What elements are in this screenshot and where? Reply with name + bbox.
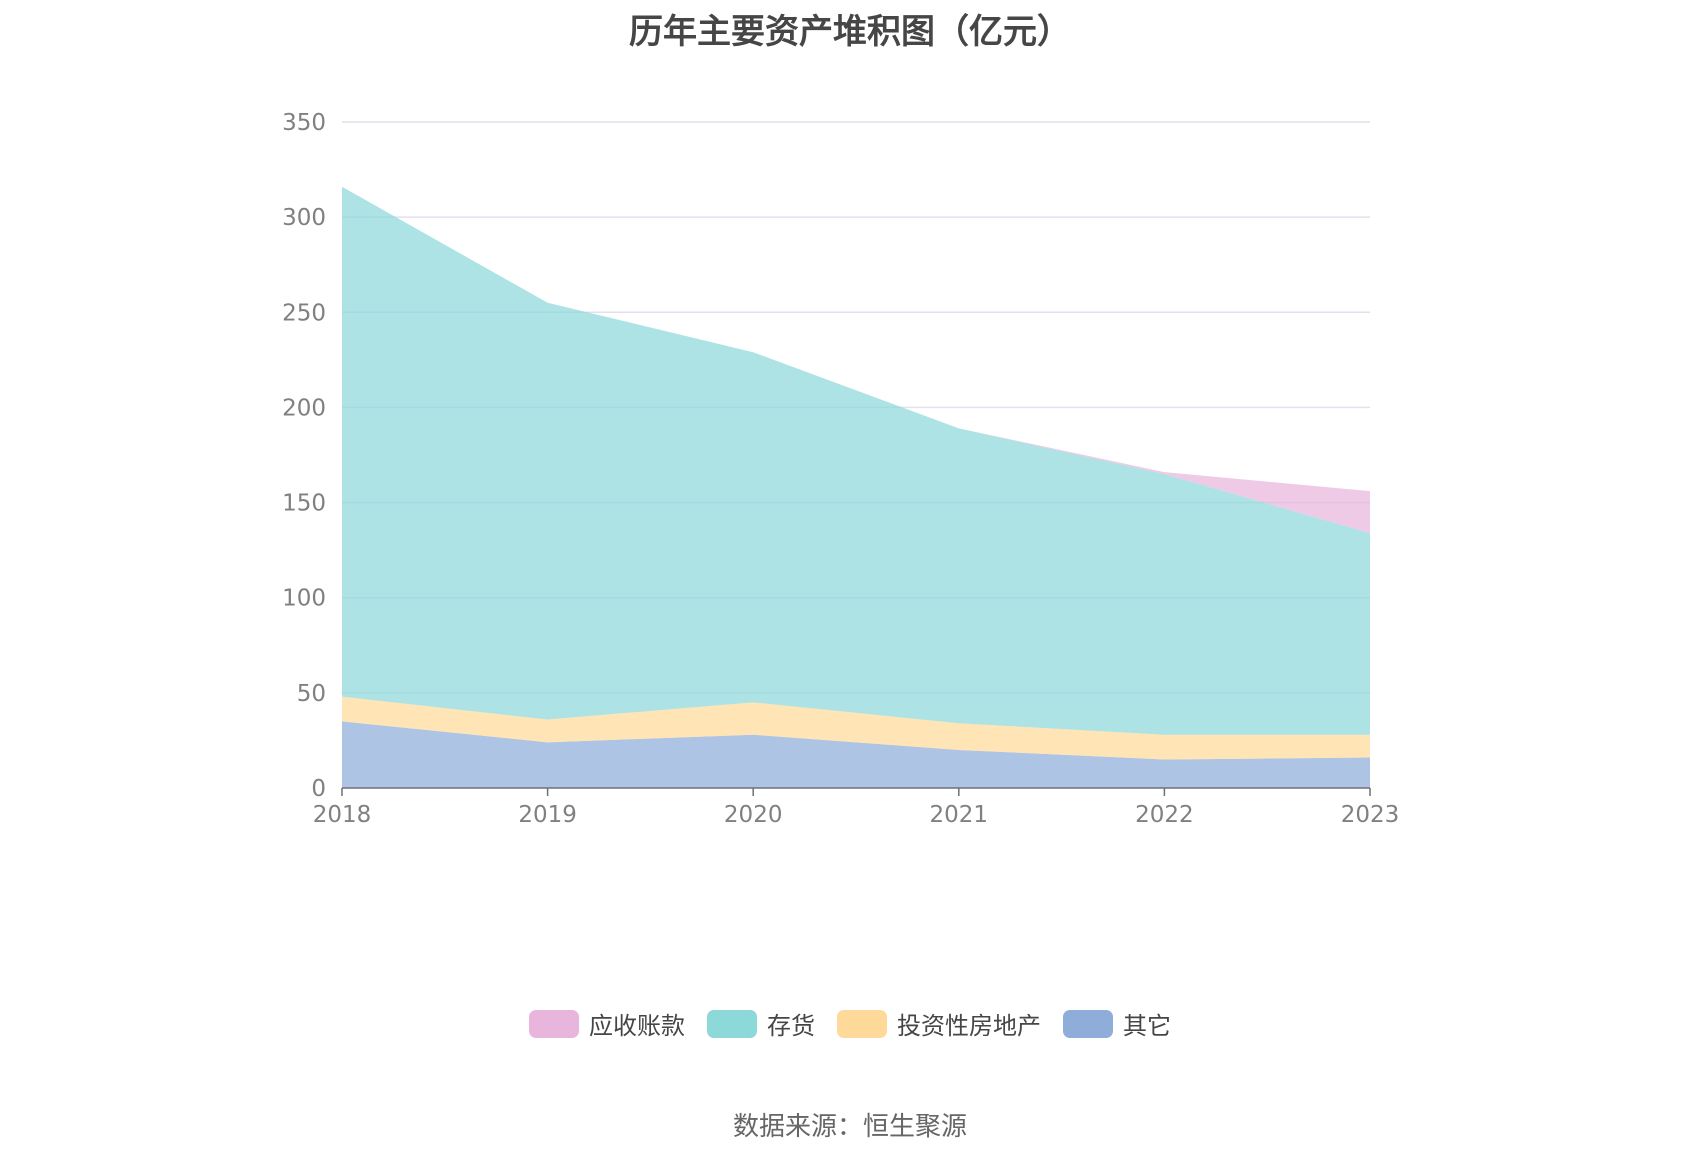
legend-item[interactable]: 其它 [1063,1006,1171,1041]
legend-label: 存货 [767,1012,815,1040]
x-tick-label: 2021 [930,802,989,828]
legend-swatch [1063,1009,1113,1038]
x-tick-label: 2018 [313,802,372,828]
y-tick-label: 100 [282,586,326,612]
x-tick-label: 2019 [518,802,577,828]
area-应收账款 [342,186,1370,534]
x-tick-label: 2022 [1135,802,1194,828]
y-tick-label: 0 [311,776,326,802]
chart-title: 历年主要资产堆积图（亿元） [629,12,1071,52]
y-tick-label: 300 [282,205,326,231]
legend-swatch [837,1009,887,1038]
legend-label: 应收账款 [589,1012,685,1040]
y-tick-label: 50 [297,681,326,707]
x-tick-label: 2020 [724,802,783,828]
x-tick-label: 2023 [1341,802,1400,828]
source-note: 数据来源：恒生聚源 [732,1112,967,1142]
legend-swatch [707,1009,757,1038]
legend-label: 其它 [1123,1012,1171,1040]
y-tick-label: 250 [282,300,326,326]
area-series-layer [342,186,1370,788]
legend-item[interactable]: 存货 [707,1006,815,1041]
legend: 应收账款 存货 投资性房地产 其它 [0,1006,1700,1041]
y-tick-label: 200 [282,395,326,421]
legend-swatch [529,1009,579,1038]
area-投资性房地产 [342,696,1370,760]
legend-item[interactable]: 应收账款 [529,1006,685,1041]
y-tick-label: 150 [282,491,326,517]
area-其它 [342,721,1370,788]
y-tick-label: 350 [282,110,326,136]
area-存货 [342,186,1370,735]
axes: 0 50 100 150 200 250 300 350 2018 2019 2020 2021 202… [282,110,1399,828]
legend-label: 投资性房地产 [897,1012,1041,1040]
legend-item[interactable]: 投资性房地产 [837,1006,1041,1041]
